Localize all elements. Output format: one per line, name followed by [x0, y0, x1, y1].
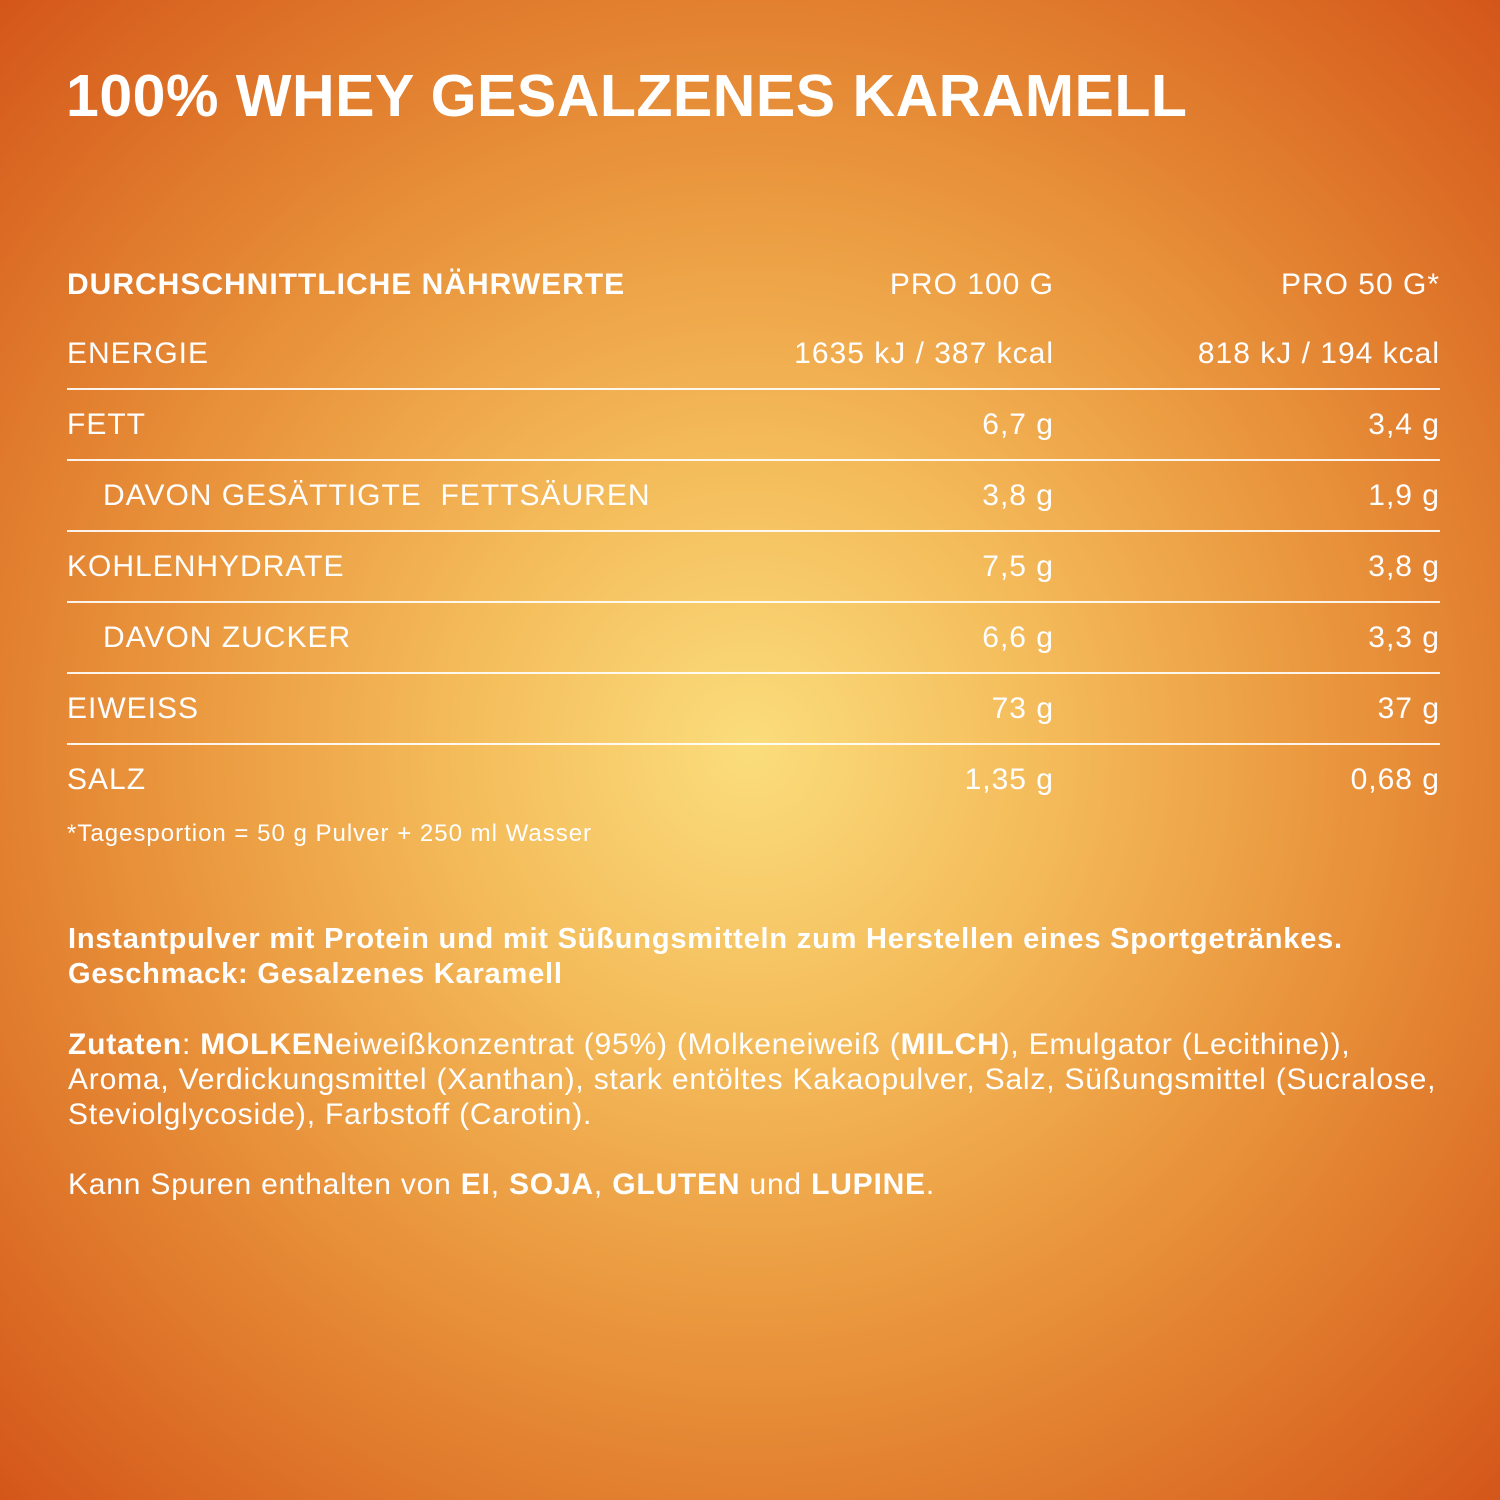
allergen-text: , [490, 1168, 509, 1201]
description: Instantpulver mit Protein und mit Süßung… [68, 923, 1343, 990]
nutrient-name: SALZ [67, 743, 767, 814]
allergen: MOLKEN [200, 1028, 336, 1061]
product-title: 100% WHEY GESALZENES KARAMELL [66, 63, 1188, 129]
column-header: PRO 100 G [889, 267, 1054, 301]
nutrient-name: FETT [67, 388, 767, 460]
allergen: GLUTEN [612, 1168, 741, 1201]
nutrient-row: DAVON ZUCKER 6,6 g 3,3 g [67, 601, 1440, 673]
allergen: MILCH [900, 1028, 1000, 1061]
nutrient-value: 6,6 g [767, 601, 1054, 673]
nutrient-name: ENERGIE [67, 336, 210, 370]
nutrient-value: 3,8 g [1054, 530, 1440, 602]
allergen-notice: Kann Spuren enthalten von EI, SOJA, GLUT… [68, 1167, 1448, 1202]
nutrient-value: 6,7 g [767, 388, 1054, 460]
nutrient-value: 1,9 g [1054, 459, 1440, 531]
ingredients-heading: Zutaten [68, 1028, 182, 1061]
table-header: DURCHSCHNITTLICHE NÄHRWERTE PRO 100 G PR… [67, 250, 1440, 319]
column-header: PRO 50 G* [1280, 267, 1440, 301]
ingredients: Zutaten: MOLKENeiweißkonzentrat (95%) (M… [68, 1027, 1448, 1132]
ingredients-text: ), Emulgator (Lecithine)), Aroma, Verdic… [68, 1028, 1437, 1131]
column-header: DURCHSCHNITTLICHE NÄHRWERTE [67, 267, 626, 301]
nutrient-name: DAVON GESÄTTIGTE FETTSÄUREN [67, 459, 767, 531]
footnote: *Tagesportion = 50 g Pulver + 250 ml Was… [67, 820, 593, 847]
nutrition-table: DURCHSCHNITTLICHE NÄHRWERTE PRO 100 G PR… [67, 250, 1440, 814]
nutrient-value: 73 g [767, 672, 1054, 744]
nutrient-value: 3,4 g [1054, 388, 1440, 460]
nutrient-name: DAVON ZUCKER [67, 601, 767, 673]
allergen-text: Kann Spuren enthalten von [68, 1168, 461, 1201]
nutrient-value: 1635 kJ / 387 kcal [794, 336, 1054, 370]
nutrient-row: EIWEISS 73 g 37 g [67, 672, 1440, 744]
nutrient-row: ENERGIE 1635 kJ / 387 kcal 818 kJ / 194 kc… [67, 319, 1440, 389]
nutrient-value: 37 g [1054, 672, 1440, 744]
table-body: ENERGIE 1635 kJ / 387 kcal 818 kJ / 194 kc… [67, 319, 1440, 814]
allergen-text: , [593, 1168, 613, 1201]
nutrient-name: EIWEISS [67, 672, 767, 744]
nutrient-value: 3,3 g [1054, 601, 1440, 673]
nutrient-row: KOHLENHYDRATE 7,5 g 3,8 g [67, 530, 1440, 602]
nutrient-row: FETT 6,7 g 3,4 g [67, 388, 1440, 460]
nutrient-value: 1,35 g [767, 743, 1054, 814]
nutrient-value: 7,5 g [767, 530, 1054, 602]
allergen: SOJA [509, 1168, 594, 1201]
ingredients-text: : [181, 1028, 201, 1061]
allergen-text: . [925, 1168, 936, 1201]
allergen: LUPINE [811, 1168, 926, 1201]
nutrient-name: KOHLENHYDRATE [67, 530, 767, 602]
nutrient-row: SALZ 1,35 g 0,68 g [67, 743, 1440, 814]
allergen: EI [460, 1168, 491, 1201]
nutrient-value: 3,8 g [767, 459, 1054, 531]
nutrient-value: 0,68 g [1054, 743, 1440, 814]
nutrient-value: 818 kJ / 194 kcal [1197, 336, 1440, 370]
allergen-text: und [740, 1168, 812, 1201]
ingredients-text: eiweißkonzentrat (95%) (Molkeneiweiß ( [335, 1028, 901, 1061]
nutrient-row: DAVON GESÄTTIGTE FETTSÄUREN 3,8 g 1,9 g [67, 459, 1440, 531]
